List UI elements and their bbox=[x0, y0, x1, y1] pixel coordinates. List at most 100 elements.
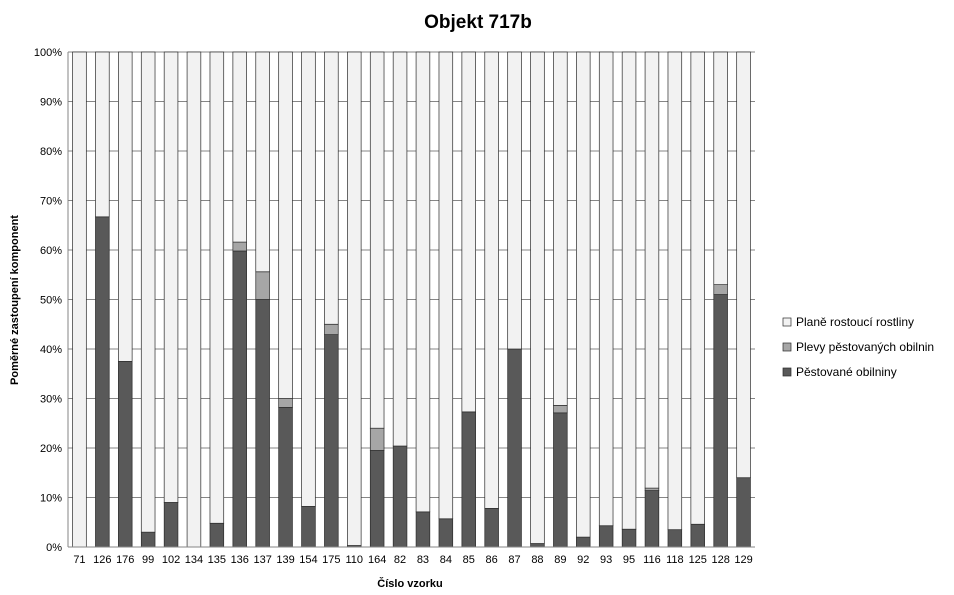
y-tick-label: 100% bbox=[34, 47, 62, 59]
bar-segment-3 bbox=[232, 51, 247, 243]
bar-segment-1 bbox=[392, 445, 408, 548]
x-tick-label: 134 bbox=[185, 554, 203, 566]
bar-segment-1 bbox=[438, 518, 454, 548]
legend-swatch bbox=[782, 342, 792, 352]
legend-swatch bbox=[782, 367, 792, 377]
y-axis-label: Poměrné zastoupení komponent bbox=[9, 215, 21, 385]
y-tick-label: 40% bbox=[40, 344, 62, 356]
chart-title: Objekt 717b bbox=[424, 12, 532, 33]
bar-segment-3 bbox=[713, 51, 728, 285]
bar-segment-2 bbox=[713, 284, 728, 295]
legend-label: Pěstované obilniny bbox=[796, 365, 897, 379]
y-axis-ticks: 0% 10% 20% 30% 40% 50% 60% 70% 80% 90% 100% bbox=[34, 47, 62, 554]
x-tick-label: 88 bbox=[531, 554, 543, 566]
x-tick-label: 110 bbox=[345, 554, 363, 566]
bar-segment-1 bbox=[461, 411, 476, 548]
y-tick-label: 90% bbox=[40, 97, 62, 109]
bar-segment-3 bbox=[461, 51, 476, 413]
bar-segment-1 bbox=[644, 490, 660, 548]
bar-segment-3 bbox=[667, 51, 683, 531]
bar-segment-3 bbox=[118, 51, 133, 362]
bar-segment-2 bbox=[255, 271, 270, 300]
bar-segment-1 bbox=[621, 528, 637, 548]
bar-segment-1 bbox=[553, 412, 568, 548]
bar-segment-3 bbox=[369, 51, 385, 429]
x-tick-label: 118 bbox=[666, 554, 684, 566]
x-tick-label: 175 bbox=[322, 554, 340, 566]
bar-segment-1 bbox=[415, 511, 431, 548]
x-axis-ticks: 71 126 176 99 102 134 135 136 137 139 154 175 110 164… bbox=[73, 554, 752, 566]
legend-label: Planě rostoucí rostliny bbox=[796, 315, 914, 329]
bar-segment-3 bbox=[324, 51, 339, 325]
bar-segment-3 bbox=[507, 51, 522, 350]
x-tick-label: 137 bbox=[253, 554, 271, 566]
bar-segment-3 bbox=[301, 51, 316, 507]
x-tick-label: 87 bbox=[508, 554, 520, 566]
bar-segment-1 bbox=[209, 522, 225, 548]
bar-segment-3 bbox=[186, 51, 202, 548]
x-tick-label: 83 bbox=[417, 554, 429, 566]
x-tick-label: 154 bbox=[299, 554, 317, 566]
x-tick-label: 129 bbox=[734, 554, 752, 566]
x-tick-label: 99 bbox=[142, 554, 154, 566]
y-tick-label: 20% bbox=[40, 443, 62, 455]
bar-segment-3 bbox=[553, 51, 568, 406]
bar-segment-2 bbox=[369, 427, 385, 451]
bar-segment-3 bbox=[140, 51, 156, 533]
bar-segment-1 bbox=[232, 250, 247, 548]
x-tick-label: 135 bbox=[208, 554, 226, 566]
x-tick-label: 176 bbox=[116, 554, 134, 566]
bar-segment-1 bbox=[255, 299, 270, 548]
x-tick-label: 93 bbox=[600, 554, 612, 566]
legend: Planě rostoucí rostliny Plevy pěstovaných… bbox=[782, 315, 934, 379]
x-tick-label: 92 bbox=[577, 554, 589, 566]
bar-segment-3 bbox=[255, 51, 270, 273]
bar-segment-2 bbox=[324, 323, 339, 335]
y-tick-label: 10% bbox=[40, 493, 62, 505]
legend-label: Plevy pěstovaných obilnin bbox=[796, 340, 934, 354]
bar-segment-3 bbox=[484, 51, 499, 509]
bars bbox=[72, 51, 751, 548]
x-tick-label: 126 bbox=[93, 554, 111, 566]
x-tick-label: 89 bbox=[554, 554, 566, 566]
x-tick-label: 164 bbox=[368, 554, 386, 566]
y-tick-label: 60% bbox=[40, 245, 62, 257]
legend-swatch bbox=[782, 317, 792, 327]
bar-segment-1 bbox=[369, 450, 385, 548]
bar-segment-1 bbox=[324, 334, 339, 548]
bar-segment-3 bbox=[736, 51, 751, 479]
x-tick-label: 136 bbox=[231, 554, 249, 566]
bar-segment-2 bbox=[278, 398, 293, 408]
bar-segment-3 bbox=[598, 51, 614, 527]
bar-segment-3 bbox=[621, 51, 637, 530]
x-tick-label: 139 bbox=[276, 554, 294, 566]
bar-segment-1 bbox=[736, 477, 751, 548]
bar-segment-1 bbox=[576, 536, 591, 548]
bar-segment-3 bbox=[163, 51, 179, 503]
bar-segment-3 bbox=[530, 51, 545, 544]
bar-segment-3 bbox=[438, 51, 454, 520]
bar-segment-3 bbox=[644, 51, 660, 489]
gridlines bbox=[68, 51, 755, 498]
x-tick-label: 102 bbox=[162, 554, 180, 566]
bar-segment-2 bbox=[644, 487, 660, 491]
y-tick-label: 70% bbox=[40, 196, 62, 208]
bar-segment-1 bbox=[667, 529, 683, 548]
bar-segment-1 bbox=[713, 294, 728, 548]
x-tick-label: 71 bbox=[73, 554, 85, 566]
bar-segment-3 bbox=[278, 51, 293, 399]
bar-segment-3 bbox=[72, 51, 87, 548]
bar-segment-3 bbox=[347, 51, 362, 546]
bar-segment-1 bbox=[484, 508, 499, 548]
x-tick-label: 95 bbox=[623, 554, 635, 566]
bar-segment-3 bbox=[690, 51, 705, 525]
bar-segment-3 bbox=[392, 51, 408, 447]
bar-segment-2 bbox=[553, 405, 568, 414]
bar-segment-1 bbox=[118, 361, 133, 548]
x-tick-label: 84 bbox=[440, 554, 452, 566]
y-tick-label: 0% bbox=[46, 542, 62, 554]
x-tick-label: 85 bbox=[463, 554, 475, 566]
x-tick-label: 128 bbox=[711, 554, 729, 566]
bar-segment-1 bbox=[140, 531, 156, 548]
